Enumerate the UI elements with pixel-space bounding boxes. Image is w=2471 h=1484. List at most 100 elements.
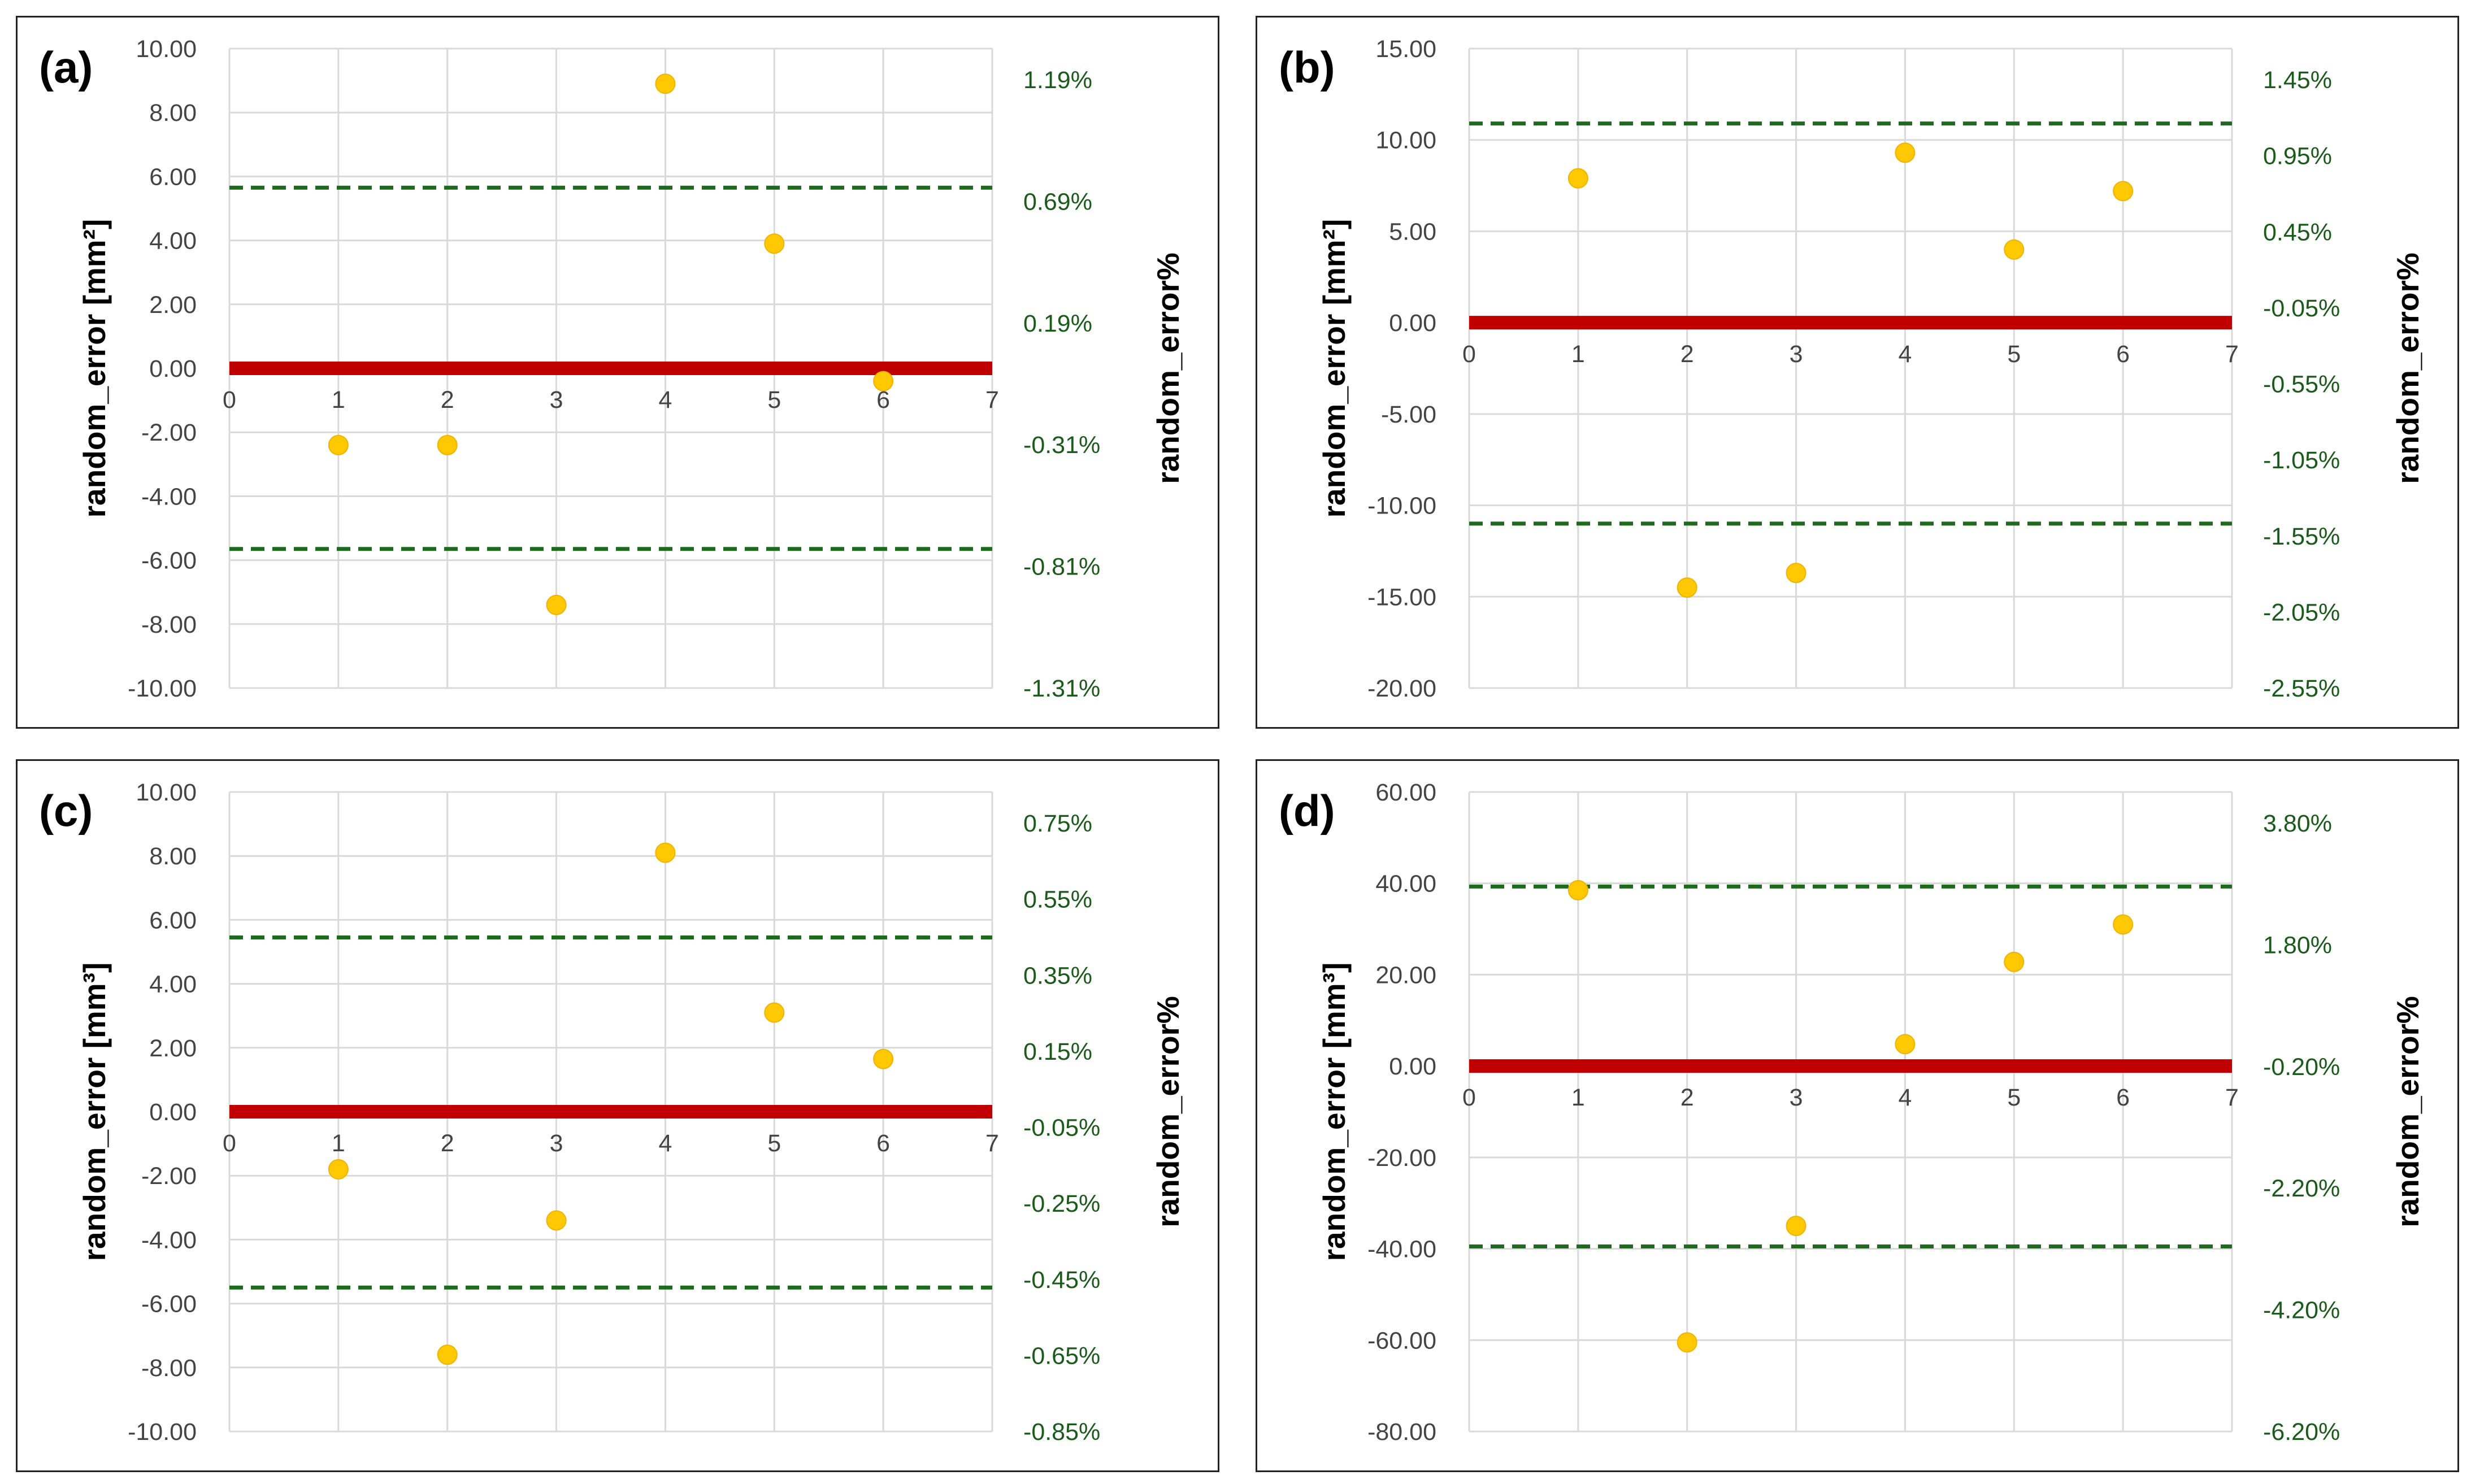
data-point xyxy=(546,1210,567,1231)
y-tick-label: -10.00 xyxy=(128,1418,197,1446)
data-point xyxy=(1567,880,1588,900)
x-tick-label: 5 xyxy=(767,386,781,414)
y2-tick-label: 0.45% xyxy=(2263,219,2332,246)
chart-svg-b: 15.00 10.00 5.00 0.00 -5.00 -10.00 -15.00 -20.0… xyxy=(1279,36,2425,702)
y-tick-label: 10.00 xyxy=(1375,127,1436,154)
x-tick-label: 3 xyxy=(550,1130,563,1157)
y2-tick-label: -1.31% xyxy=(1023,675,1100,702)
data-point xyxy=(546,594,567,615)
x-tick-label: 6 xyxy=(876,386,890,414)
y2-tick-label: -0.05% xyxy=(2263,295,2340,322)
y-tick-label: 0.00 xyxy=(149,1099,197,1126)
data-point xyxy=(655,73,676,94)
x-tick-label: 1 xyxy=(332,1130,345,1157)
data-point xyxy=(1895,1034,1916,1055)
y2-tick-label: 0.55% xyxy=(1023,886,1092,913)
x-tick-label: 3 xyxy=(1790,1084,1803,1111)
x-tick-label: 0 xyxy=(1462,341,1476,368)
y-tick-label: -60.00 xyxy=(1367,1327,1436,1354)
y-tick-label: 6.00 xyxy=(149,163,197,190)
x-tick-label: 1 xyxy=(1571,1084,1585,1111)
y-tick-label: -4.00 xyxy=(141,1226,197,1254)
y-tick-label: -5.00 xyxy=(1381,401,1436,428)
panel-label: (c) xyxy=(39,786,93,835)
y-tick-label: 0.00 xyxy=(1389,310,1436,337)
chart-panel-c: 10.00 8.00 6.00 4.00 2.00 0.00 -2.00 -4.00 -6.00… xyxy=(16,759,1219,1472)
y2-tick-label: -0.05% xyxy=(1023,1115,1100,1142)
y-tick-label: 10.00 xyxy=(136,779,197,806)
y2-tick-label: 0.35% xyxy=(1023,962,1092,989)
y2-tick-label: -0.20% xyxy=(2263,1054,2340,1081)
y-tick-label: -15.00 xyxy=(1367,584,1436,611)
y2-tick-label: -4.20% xyxy=(2263,1297,2340,1324)
x-tick-label: 1 xyxy=(332,386,345,414)
data-point xyxy=(2004,951,2025,972)
data-point xyxy=(1567,168,1588,189)
data-point xyxy=(655,842,676,863)
chart-panel-b: 15.00 10.00 5.00 0.00 -5.00 -10.00 -15.00 -20.0… xyxy=(1256,16,2459,729)
x-tick-label: 7 xyxy=(2225,1084,2239,1111)
y2-tick-label: 0.95% xyxy=(2263,143,2332,170)
y-tick-label: 2.00 xyxy=(149,291,197,319)
data-point xyxy=(2004,239,2025,260)
y2-tick-label: 3.80% xyxy=(2263,810,2332,837)
y2-tick-label: -0.31% xyxy=(1023,432,1100,459)
x-tick-label: 4 xyxy=(1898,1084,1912,1111)
y-axis-label: random_error [mm²] xyxy=(77,219,112,518)
x-tick-label: 6 xyxy=(876,1130,890,1157)
y-tick-label: -40.00 xyxy=(1367,1236,1436,1263)
y-tick-label: 4.00 xyxy=(149,971,197,998)
x-tick-label: 0 xyxy=(223,386,236,414)
y2-tick-label: 0.19% xyxy=(1023,310,1092,337)
y-tick-label: -8.00 xyxy=(141,1355,197,1382)
y-tick-label: -2.00 xyxy=(141,1163,197,1190)
data-point xyxy=(764,1002,785,1023)
y2-tick-label: 1.45% xyxy=(2263,67,2332,94)
y2-axis-label: random_error% xyxy=(2390,253,2425,484)
y-tick-label: 6.00 xyxy=(149,907,197,934)
y-tick-label: 8.00 xyxy=(149,99,197,127)
y-tick-label: -20.00 xyxy=(1367,675,1436,702)
y-tick-label: 15.00 xyxy=(1375,36,1436,63)
x-tick-label: 1 xyxy=(1571,341,1585,368)
x-tick-label: 0 xyxy=(1462,1084,1476,1111)
y-tick-label: -10.00 xyxy=(128,675,197,702)
y2-tick-label: -0.85% xyxy=(1023,1418,1100,1446)
data-point xyxy=(1786,1216,1806,1237)
y-tick-label: 5.00 xyxy=(1389,218,1436,245)
x-tick-label: 4 xyxy=(658,386,672,414)
x-tick-label: 2 xyxy=(1680,1084,1694,1111)
data-point xyxy=(873,1048,894,1069)
y-tick-label: 4.00 xyxy=(149,228,197,255)
x-tick-label: 0 xyxy=(223,1130,236,1157)
x-tick-label: 2 xyxy=(441,1130,454,1157)
x-tick-label: 7 xyxy=(2225,341,2239,368)
chart-svg-a: 10.00 8.00 6.00 4.00 2.00 0.00 -2.00 -4.00 -6.00… xyxy=(39,36,1185,702)
y-tick-label: -4.00 xyxy=(141,483,197,510)
y2-tick-label: -0.55% xyxy=(2263,371,2340,398)
data-point xyxy=(2113,914,2134,935)
chart-svg-c: 10.00 8.00 6.00 4.00 2.00 0.00 -2.00 -4.00 -6.00… xyxy=(39,779,1185,1446)
data-point xyxy=(328,1159,349,1180)
y2-axis-label: random_error% xyxy=(1150,996,1185,1228)
y-tick-label: 0.00 xyxy=(1389,1053,1436,1080)
x-tick-label: 6 xyxy=(2116,1084,2130,1111)
y2-tick-label: -2.55% xyxy=(2263,675,2340,702)
data-point xyxy=(1677,1332,1697,1353)
y-tick-label: -80.00 xyxy=(1367,1418,1436,1446)
y2-axis-label: random_error% xyxy=(2390,996,2425,1228)
data-point xyxy=(764,233,785,254)
chart-svg-d: 60.00 40.00 20.00 0.00 -20.00 -40.00 -60.00 -80… xyxy=(1279,779,2425,1446)
x-tick-label: 7 xyxy=(985,1130,999,1157)
y-axis-label: random_error [mm²] xyxy=(1317,219,1352,518)
data-point xyxy=(2113,181,2134,202)
y2-tick-label: -0.65% xyxy=(1023,1342,1100,1369)
x-tick-label: 7 xyxy=(985,386,999,414)
y2-tick-label: -6.20% xyxy=(2263,1418,2340,1446)
panel-label: (b) xyxy=(1279,42,1335,92)
y2-tick-label: 0.75% xyxy=(1023,810,1092,837)
y2-tick-label: -0.81% xyxy=(1023,554,1100,581)
y2-tick-label: -0.45% xyxy=(1023,1267,1100,1294)
y2-tick-label: -2.05% xyxy=(2263,599,2340,626)
data-point xyxy=(328,434,349,455)
